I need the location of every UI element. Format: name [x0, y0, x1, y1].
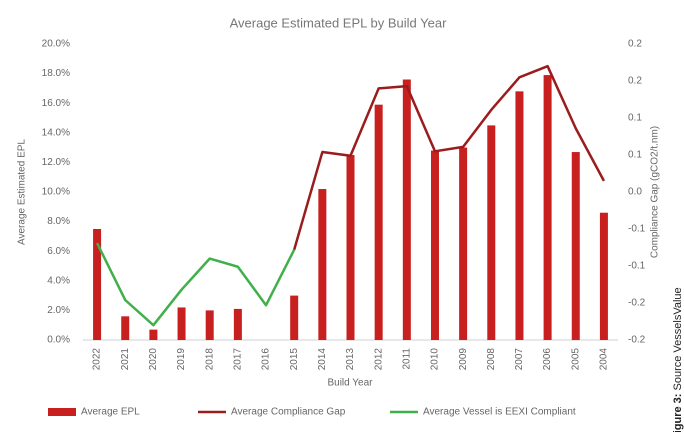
y2-tick-label: 0.1	[628, 113, 642, 124]
bar	[121, 316, 130, 340]
line	[292, 64, 606, 251]
bar	[149, 329, 158, 340]
y-tick-label: 0.0%	[47, 335, 70, 346]
y-tick-label: 20.0%	[42, 39, 70, 50]
y-tick-label: 8.0%	[47, 216, 70, 227]
x-tick-label: 2016	[261, 348, 272, 371]
bar	[599, 212, 608, 340]
x-tick-label: 2017	[233, 348, 244, 371]
bar	[346, 155, 355, 340]
y-tick-label: 2.0%	[47, 305, 70, 316]
caption-text: Source VesselsValue	[672, 287, 684, 390]
y-tick-label: 16.0%	[42, 98, 70, 109]
line	[95, 242, 296, 327]
y2-tick-label: 0.2	[628, 76, 642, 87]
bar	[205, 310, 214, 340]
x-tick-label: 2019	[176, 348, 187, 371]
bar	[93, 229, 102, 340]
chart-title: Average Estimated EPL by Build Year	[230, 15, 447, 30]
bar	[430, 150, 439, 340]
y2-tick-label: -0.1	[628, 261, 646, 272]
y2-tick-label: 0.1	[628, 150, 642, 161]
bar	[571, 152, 580, 340]
x-tick-label: 2020	[148, 348, 159, 371]
legend-swatch	[48, 408, 76, 416]
y-tick-label: 10.0%	[42, 187, 70, 198]
x-tick-label: 2022	[92, 348, 103, 371]
x-tick-label: 2005	[570, 348, 581, 371]
y2-tick-label: -0.1	[628, 224, 646, 235]
y-tick-label: 14.0%	[42, 127, 70, 138]
legend-label: Average Compliance Gap	[231, 407, 346, 418]
legend-label: Average EPL	[81, 407, 140, 418]
x-tick-label: 2004	[599, 348, 610, 371]
bar	[543, 75, 552, 340]
y-tick-label: 18.0%	[42, 68, 70, 79]
bar	[177, 307, 186, 340]
y-tick-label: 4.0%	[47, 275, 70, 286]
y2-tick-label: 0.2	[628, 39, 642, 50]
bar	[487, 125, 496, 341]
y2-axis-title: Compliance Gap (gCO2/t.nm)	[650, 126, 661, 258]
x-tick-label: 2014	[317, 348, 328, 371]
x-tick-label: 2012	[373, 348, 384, 371]
x-tick-label: 2008	[486, 348, 497, 371]
bar	[402, 79, 411, 341]
x-axis-title: Build Year	[327, 378, 373, 389]
y2-tick-label: -0.2	[628, 298, 646, 309]
y-tick-label: 12.0%	[42, 157, 70, 168]
x-tick-label: 2021	[120, 348, 131, 371]
x-tick-label: 2009	[458, 348, 469, 371]
caption-label: Figure 3:	[672, 394, 684, 432]
y-tick-label: 6.0%	[47, 246, 70, 257]
x-tick-label: 2007	[514, 348, 525, 371]
y2-tick-label: -0.2	[628, 335, 646, 346]
x-tick-label: 2011	[401, 348, 412, 370]
x-tick-label: 2018	[204, 348, 215, 371]
bar	[374, 104, 383, 341]
x-tick-label: 2010	[430, 348, 441, 371]
x-tick-label: 2015	[289, 348, 300, 371]
y-axis-title: Average Estimated EPL	[17, 139, 28, 245]
x-tick-label: 2006	[542, 348, 553, 371]
legend-label: Average Vessel is EEXI Compliant	[423, 407, 576, 418]
bar	[233, 308, 242, 340]
y2-tick-label: 0.0	[628, 187, 642, 198]
bar	[459, 147, 468, 340]
caption: Figure 3: Source VesselsValue	[672, 287, 684, 432]
bar	[290, 295, 299, 340]
x-tick-label: 2013	[345, 348, 356, 371]
bar	[318, 189, 327, 340]
bar	[515, 91, 524, 340]
